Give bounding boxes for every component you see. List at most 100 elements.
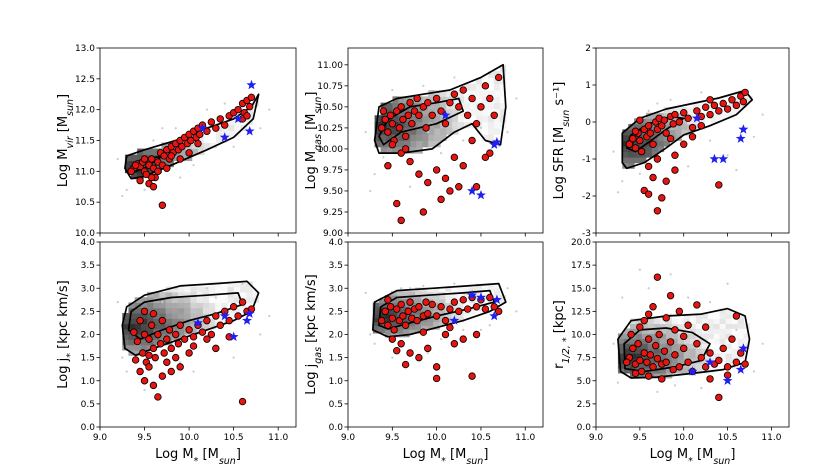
red-point bbox=[468, 94, 476, 103]
density-cell bbox=[137, 154, 144, 162]
red-point bbox=[701, 323, 710, 331]
density-cell bbox=[499, 115, 507, 123]
density-cell bbox=[640, 140, 647, 147]
density-cell bbox=[209, 307, 216, 314]
density-cell bbox=[493, 90, 501, 97]
density-cell bbox=[665, 328, 673, 334]
grey-point bbox=[426, 351, 429, 355]
red-point bbox=[662, 129, 670, 137]
density-cell bbox=[203, 136, 211, 144]
density-cell bbox=[434, 90, 441, 97]
density-cell bbox=[695, 318, 703, 324]
red-point bbox=[732, 358, 741, 366]
density-cell bbox=[149, 160, 156, 168]
red-point bbox=[428, 111, 436, 119]
density-cell bbox=[159, 334, 167, 340]
density-cell bbox=[415, 295, 422, 300]
density-cell bbox=[372, 325, 380, 330]
density-cell bbox=[433, 321, 440, 326]
grey-point bbox=[192, 164, 195, 167]
density-cell bbox=[481, 134, 489, 141]
density-cell bbox=[410, 96, 417, 104]
density-cell bbox=[428, 102, 435, 110]
density-cell bbox=[475, 83, 483, 91]
grey-point bbox=[125, 370, 128, 373]
y-label-text: [kpc km/s] bbox=[304, 274, 319, 347]
red-point bbox=[486, 293, 494, 302]
density-cell bbox=[134, 307, 142, 314]
density-cell bbox=[469, 302, 477, 307]
y-label-text: Log M bbox=[304, 151, 319, 190]
grey-point bbox=[382, 156, 385, 159]
y-label-text: [M bbox=[304, 114, 319, 134]
density-cell bbox=[487, 83, 495, 91]
red-point bbox=[393, 346, 401, 355]
density-cell bbox=[427, 287, 434, 292]
density-cell bbox=[464, 96, 471, 104]
density-cell bbox=[390, 298, 398, 304]
grey-point bbox=[453, 282, 456, 285]
density-cell bbox=[427, 298, 434, 304]
density-cell bbox=[239, 307, 247, 314]
density-cell bbox=[457, 314, 464, 319]
density-cell bbox=[719, 328, 727, 334]
plot-area bbox=[612, 268, 764, 402]
density-cell bbox=[178, 297, 185, 303]
density-cell bbox=[378, 298, 386, 304]
red-point bbox=[719, 99, 727, 108]
density-cell bbox=[143, 148, 150, 156]
density-cell bbox=[390, 333, 398, 338]
red-point bbox=[180, 335, 189, 343]
density-cell bbox=[695, 363, 703, 369]
density-cell bbox=[737, 333, 745, 339]
density-cell bbox=[731, 353, 739, 359]
red-point bbox=[189, 333, 198, 341]
density-cell bbox=[475, 291, 483, 296]
density-cell bbox=[493, 287, 501, 292]
x-label-text: Log M bbox=[650, 447, 689, 462]
red-point bbox=[212, 344, 220, 353]
grey-point bbox=[214, 296, 217, 299]
density-cell bbox=[699, 107, 706, 114]
plot-area bbox=[116, 79, 271, 209]
density-cell bbox=[659, 343, 667, 349]
density-cell bbox=[695, 313, 703, 320]
red-point bbox=[397, 149, 405, 157]
x-tick-label: 11.0 bbox=[761, 433, 781, 443]
density-cell bbox=[440, 90, 447, 97]
density-cell bbox=[737, 338, 745, 344]
density-cell bbox=[499, 77, 507, 85]
density-cell bbox=[719, 318, 727, 324]
density-cell bbox=[499, 83, 507, 91]
density-cell bbox=[671, 358, 679, 364]
density-cell bbox=[640, 157, 647, 164]
density-cell bbox=[663, 107, 671, 114]
red-point bbox=[174, 340, 183, 348]
grey-point bbox=[439, 338, 443, 341]
red-point bbox=[675, 363, 684, 371]
density-cell bbox=[184, 291, 191, 298]
density-cell bbox=[653, 323, 661, 329]
density-cell bbox=[184, 307, 191, 314]
density-cell bbox=[671, 318, 679, 324]
grey-point bbox=[205, 287, 209, 290]
density-cell bbox=[433, 291, 440, 296]
blue-star bbox=[228, 331, 239, 341]
grey-point bbox=[616, 191, 620, 194]
y-tick-label: 9.50 bbox=[323, 187, 343, 197]
density-cell bbox=[428, 127, 435, 135]
density-cell bbox=[707, 318, 715, 324]
red-point bbox=[207, 118, 216, 126]
y-label-subscript: 1/2, * bbox=[561, 337, 572, 363]
y-tick-label: 1.5 bbox=[81, 354, 95, 364]
density-cell bbox=[178, 318, 185, 325]
red-point bbox=[662, 177, 670, 185]
blue-star bbox=[476, 292, 486, 302]
y-tick-label: 10.5 bbox=[75, 198, 95, 208]
x-axis-label: Log M* [Msun] bbox=[403, 447, 489, 467]
density-cell bbox=[153, 339, 160, 346]
red-point bbox=[715, 181, 723, 189]
red-point bbox=[643, 358, 651, 366]
density-cell bbox=[386, 146, 393, 154]
red-point bbox=[732, 312, 741, 320]
